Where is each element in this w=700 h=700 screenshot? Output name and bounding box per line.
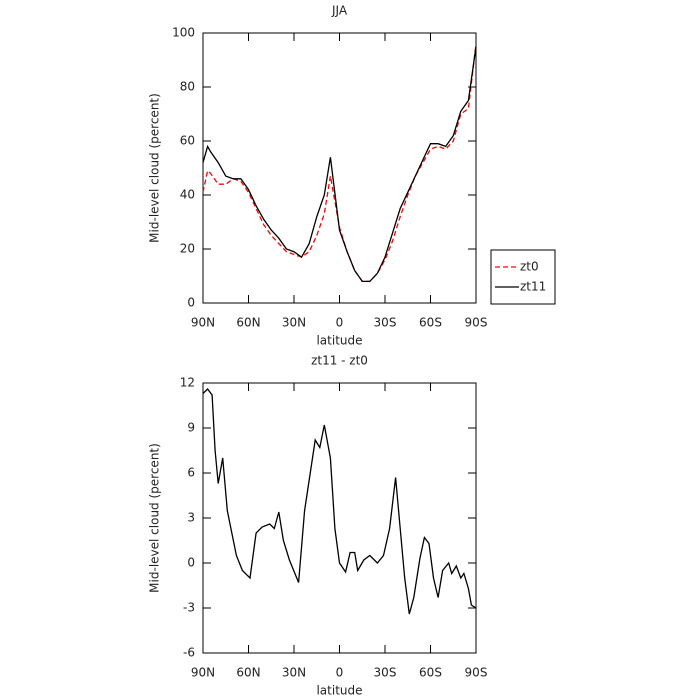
legend-label: zt0 (520, 260, 539, 274)
x-axis-label: latitude (316, 684, 362, 698)
x-tick-label: 30S (374, 316, 397, 330)
series-line (202, 43, 477, 283)
x-tick-label: 90N (191, 666, 215, 680)
x-tick-label: 90S (465, 666, 488, 680)
y-tick-label: 0 (187, 296, 195, 310)
y-tick-label: 100 (172, 26, 195, 40)
x-tick-label: 0 (336, 316, 344, 330)
y-tick-label: 80 (180, 80, 195, 94)
x-tick-label: 60N (236, 666, 260, 680)
y-axis-label: Mid-level cloud (percent) (148, 443, 162, 593)
y-tick-label: 40 (180, 188, 195, 202)
x-tick-label: 60S (419, 316, 442, 330)
x-tick-label: 30N (282, 316, 306, 330)
x-tick-label: 90N (191, 316, 215, 330)
y-tick-label: 6 (187, 466, 195, 480)
chart-title: zt11 - zt0 (311, 354, 368, 368)
plot-frame (202, 32, 477, 304)
y-tick-label: -3 (183, 601, 195, 615)
series-line (202, 388, 477, 615)
x-tick-label: 60N (236, 316, 260, 330)
y-tick-label: 3 (187, 511, 195, 525)
x-tick-label: 60S (419, 666, 442, 680)
x-axis-label: latitude (316, 334, 362, 348)
x-tick-label: 90S (465, 316, 488, 330)
y-axis-label: Mid-level cloud (percent) (148, 93, 162, 243)
legend-label: zt11 (520, 280, 546, 294)
plot-frame (202, 382, 477, 654)
y-tick-label: 9 (187, 421, 195, 435)
y-tick-label: 60 (180, 134, 195, 148)
y-tick-label: 20 (180, 242, 195, 256)
series-line (202, 46, 477, 283)
x-tick-label: 30S (374, 666, 397, 680)
y-tick-label: -6 (183, 646, 195, 660)
legend-box (490, 249, 556, 305)
x-tick-label: 30N (282, 666, 306, 680)
x-tick-label: 0 (336, 666, 344, 680)
y-tick-label: 12 (180, 376, 195, 390)
y-tick-label: 0 (187, 556, 195, 570)
chart-title: JJA (331, 4, 348, 18)
